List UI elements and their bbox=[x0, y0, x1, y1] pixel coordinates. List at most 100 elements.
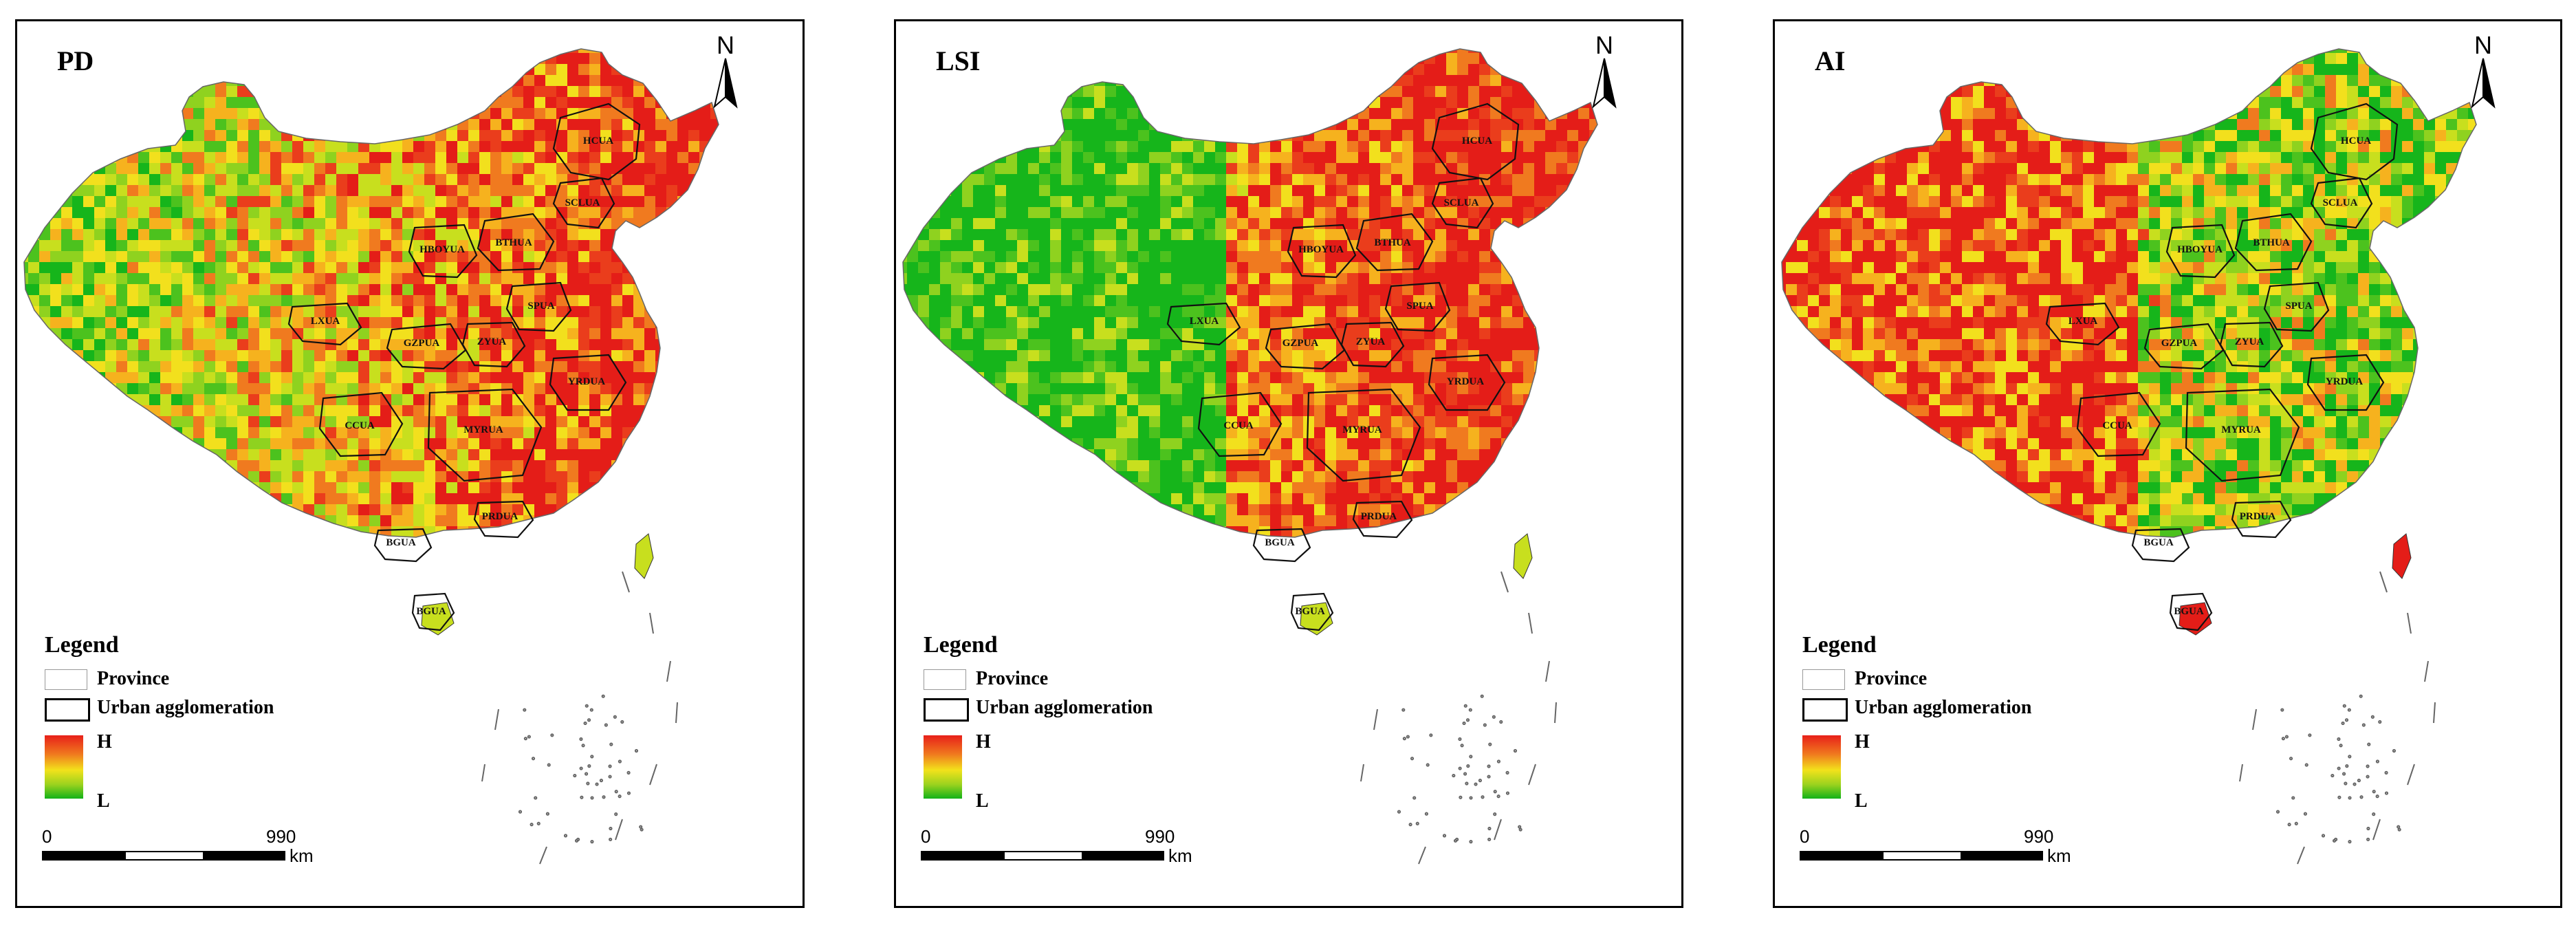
color-ramp bbox=[1802, 735, 1841, 799]
ramp-high-label: H bbox=[1855, 731, 1870, 753]
urban-agglomeration-boundary bbox=[1252, 528, 1311, 563]
urban-agglomeration-boundary bbox=[1287, 224, 1357, 279]
urban-agglomeration-boundary bbox=[386, 323, 467, 370]
scale-segment bbox=[921, 851, 1003, 861]
urban-agglomeration-boundary bbox=[2045, 302, 2120, 346]
urban-agglomeration-boundary bbox=[2310, 177, 2373, 229]
north-arrow-icon: N bbox=[1584, 31, 1632, 134]
hainan-island bbox=[1300, 602, 1333, 636]
urban-agglomeration-label: GZPUA bbox=[2161, 338, 2198, 349]
map-panel-ai: HCUA SCLUA BTHUA HBOYUA SPUA LXUA GZPUA ZYUA YRD… bbox=[1773, 19, 2562, 908]
urban-agglomeration-label: CCUA bbox=[345, 420, 374, 431]
map-panel-lsi: HCUA SCLUA BTHUA HBOYUA SPUA LXUA GZPUA ZYUA YRD… bbox=[894, 19, 1683, 908]
urban-agglomeration-label: BGUA bbox=[1265, 537, 1295, 548]
scale-unit: km bbox=[290, 845, 314, 866]
urban-agglomeration-label: SPUA bbox=[527, 301, 554, 312]
country-outline bbox=[1781, 48, 2477, 538]
legend: Legend Province Urban agglomeration H L bbox=[1802, 632, 2160, 812]
urban-agglomeration-label: GZPUA bbox=[1282, 338, 1319, 349]
scale-segment bbox=[1003, 851, 1083, 861]
urban-agglomeration-label: BGUA bbox=[386, 537, 416, 548]
scale-segment bbox=[1882, 851, 1962, 861]
ramp-low-label: L bbox=[976, 790, 989, 812]
urban-agglomeration-boundary bbox=[2234, 213, 2313, 272]
urban-agglomeration-label: BGUA bbox=[416, 606, 446, 617]
urban-agglomeration-boundary bbox=[1355, 213, 1434, 272]
province-swatch bbox=[924, 669, 966, 690]
urban-agglomeration-boundary bbox=[1306, 388, 1421, 482]
urban-agglomeration-label: Urban agglomeration bbox=[976, 697, 1153, 718]
urban-agglomeration-boundary bbox=[373, 528, 433, 563]
province-swatch bbox=[1802, 669, 1845, 690]
country-outline bbox=[902, 48, 1598, 538]
province-label: Province bbox=[1855, 668, 1928, 689]
region-cells bbox=[24, 49, 719, 537]
taiwan-island bbox=[1513, 533, 1533, 579]
urban-agglomeration-label: SCLUA bbox=[1444, 197, 1479, 208]
urban-agglomeration-boundary bbox=[505, 281, 572, 332]
urban-agglomeration-label: HCUA bbox=[2341, 136, 2371, 147]
choropleth-map: HCUA SCLUA BTHUA HBOYUA SPUA LXUA GZPUA ZYUA YRD… bbox=[23, 48, 719, 865]
urban-agglomeration-label: MYRUA bbox=[1342, 424, 1382, 435]
urban-agglomeration-label: LXUA bbox=[2069, 316, 2098, 327]
scale-segment bbox=[1962, 851, 2043, 861]
hainan-island bbox=[421, 602, 455, 636]
ramp-low-label: L bbox=[1855, 790, 1868, 812]
urban-agglomeration-boundary bbox=[2231, 500, 2292, 539]
urban-agglomeration-label: ZYUA bbox=[477, 336, 507, 347]
urban-agglomeration-boundary bbox=[549, 354, 627, 411]
ramp-low-label: L bbox=[97, 790, 110, 812]
north-arrow-icon: N bbox=[2463, 31, 2511, 134]
north-label: N bbox=[717, 31, 734, 59]
urban-agglomeration-swatch bbox=[45, 698, 90, 722]
urban-agglomeration-boundary bbox=[2219, 321, 2284, 368]
scale-segment bbox=[124, 851, 204, 861]
scale-end: 990 bbox=[266, 826, 296, 847]
urban-agglomeration-label: MYRUA bbox=[463, 424, 503, 435]
scale-unit: km bbox=[1168, 845, 1192, 866]
region-cells bbox=[1782, 49, 2476, 537]
urban-agglomeration-boundary bbox=[2165, 224, 2236, 279]
scale-start: 0 bbox=[42, 826, 52, 847]
urban-agglomeration-label: GZPUA bbox=[404, 338, 440, 349]
taiwan-island bbox=[634, 533, 654, 579]
urban-agglomeration-label: YRDUA bbox=[568, 376, 605, 387]
urban-agglomeration-label: PRDUA bbox=[482, 511, 519, 522]
urban-agglomeration-boundary bbox=[427, 388, 543, 482]
north-arrow-icon: N bbox=[705, 31, 753, 134]
urban-agglomeration-label: HCUA bbox=[583, 136, 613, 147]
legend-title: Legend bbox=[45, 632, 119, 658]
urban-agglomeration-label: Urban agglomeration bbox=[97, 697, 274, 718]
urban-agglomeration-label: ZYUA bbox=[1356, 336, 1386, 347]
urban-agglomeration-label: CCUA bbox=[1223, 420, 1253, 431]
scale-end: 990 bbox=[1145, 826, 1175, 847]
scale-segment bbox=[204, 851, 285, 861]
urban-agglomeration-boundary bbox=[473, 500, 534, 539]
urban-agglomeration-boundary bbox=[2185, 388, 2300, 482]
south-china-sea-islands bbox=[2239, 571, 2436, 865]
panel-title: AI bbox=[1815, 45, 1846, 76]
urban-agglomeration-label: HBOYUA bbox=[1298, 244, 1344, 255]
scale-segment bbox=[1083, 851, 1164, 861]
country-outline bbox=[23, 48, 719, 538]
urban-agglomeration-boundary bbox=[1352, 500, 1413, 539]
region-cells bbox=[903, 49, 1597, 537]
urban-agglomeration-label: Urban agglomeration bbox=[1855, 697, 2032, 718]
south-china-sea-islands bbox=[1360, 571, 1557, 865]
urban-agglomeration-label: ZYUA bbox=[2235, 336, 2264, 347]
color-ramp bbox=[45, 735, 83, 799]
urban-agglomeration-boundary bbox=[2169, 592, 2213, 631]
scale-bar: 0 990 km bbox=[921, 826, 1210, 867]
urban-agglomeration-label: PRDUA bbox=[2240, 511, 2276, 522]
scale-end: 990 bbox=[2024, 826, 2054, 847]
urban-agglomeration-boundary bbox=[2076, 391, 2161, 457]
panel-title: LSI bbox=[936, 45, 981, 76]
color-ramp bbox=[924, 735, 962, 799]
urban-agglomeration-swatch bbox=[1802, 698, 1848, 722]
urban-agglomeration-boundary bbox=[1265, 323, 1346, 370]
urban-agglomeration-boundary bbox=[2143, 323, 2225, 370]
urban-agglomeration-boundary bbox=[408, 224, 478, 279]
urban-agglomeration-boundary bbox=[1431, 102, 1520, 181]
urban-agglomeration-label: LXUA bbox=[311, 316, 340, 327]
ramp-high-label: H bbox=[97, 731, 112, 753]
